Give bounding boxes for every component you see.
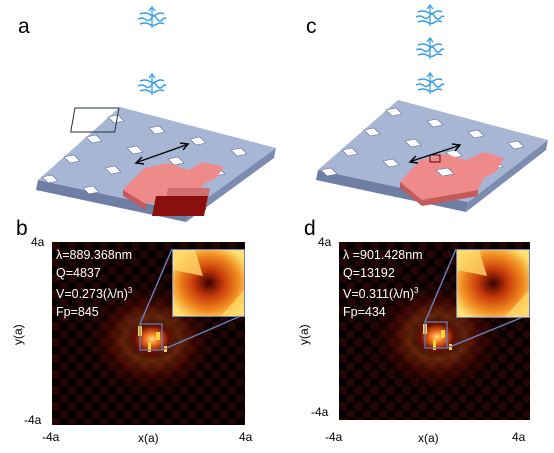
cavity-hole [435, 167, 455, 177]
photonic-crystal-slab [38, 107, 276, 212]
field-map-d-image [339, 242, 530, 420]
slab-side [466, 140, 548, 212]
air-holes [320, 107, 525, 177]
zoom-inset-b [172, 249, 245, 317]
mode-volume-label: V=0.311(λ/n)3 [343, 286, 419, 302]
slab-side [186, 148, 276, 222]
inset-connector-b [139, 248, 244, 351]
light-pulse-icon [415, 72, 445, 95]
y-tick-top: 4a [318, 235, 332, 249]
slab-side [36, 180, 188, 222]
light-pulse-icon [415, 37, 445, 60]
y-tick-top: 4a [31, 235, 45, 249]
defect-marker [429, 154, 441, 163]
q-factor-label: Q=13192 [343, 266, 395, 280]
lattice-shift-arrow [137, 144, 187, 163]
wavelength-label: λ =901.428nm [343, 248, 423, 262]
zoom-inset-d [456, 249, 530, 318]
x-tick-left: -4a [325, 430, 343, 444]
mode-volume-label: V=0.273(λ/n)3 [56, 286, 133, 302]
y-axis-label: y(a) [297, 324, 311, 345]
lattice-shift-arrow [411, 145, 459, 162]
unit-cell-outline [70, 107, 120, 133]
light-pulse-icon [415, 4, 445, 27]
cavity-side [400, 182, 422, 206]
light-pulse-icon [137, 73, 167, 96]
purcell-factor-label: Fp=434 [343, 305, 386, 320]
wavelength-label: λ=889.368nm [56, 248, 133, 262]
photonic-crystal-slab [318, 100, 548, 202]
purcell-factor-label: Fp=845 [56, 305, 99, 320]
cavity-region [123, 162, 224, 204]
panel-label-d: d [304, 217, 316, 240]
mode-info-d: λ =901.428nm Q=13192 V=0.311(λ/n)3 Fp=43… [343, 246, 423, 321]
mode-info-b: λ=889.368nm Q=4837 V=0.273(λ/n)3 Fp=845 [56, 246, 132, 321]
y-tick-bottom: -4a [24, 413, 42, 427]
y-axis-label: y(a) [11, 324, 25, 345]
x-tick-left: -4a [42, 430, 60, 444]
x-axis-label: x(a) [138, 431, 159, 445]
panel-a-schematic [36, 6, 276, 222]
x-axis-label: x(a) [418, 431, 439, 445]
cavity-block-dark [152, 196, 208, 216]
field-map-b-image [52, 242, 245, 425]
panel-label-c: c [306, 15, 317, 38]
x-tick-right: 4a [239, 430, 253, 444]
inset-connector-d [424, 248, 529, 349]
q-factor-label: Q=4837 [56, 266, 101, 280]
cavity-region [400, 152, 504, 200]
panel-label-a: a [18, 15, 30, 38]
panel-label-b: b [16, 217, 28, 240]
panel-c-schematic [316, 4, 548, 212]
light-pulse-icon [137, 6, 167, 29]
cavity-side [123, 190, 146, 210]
y-tick-bottom: -4a [311, 405, 329, 419]
cavity-side [422, 190, 478, 206]
x-tick-right: 4a [512, 430, 526, 444]
